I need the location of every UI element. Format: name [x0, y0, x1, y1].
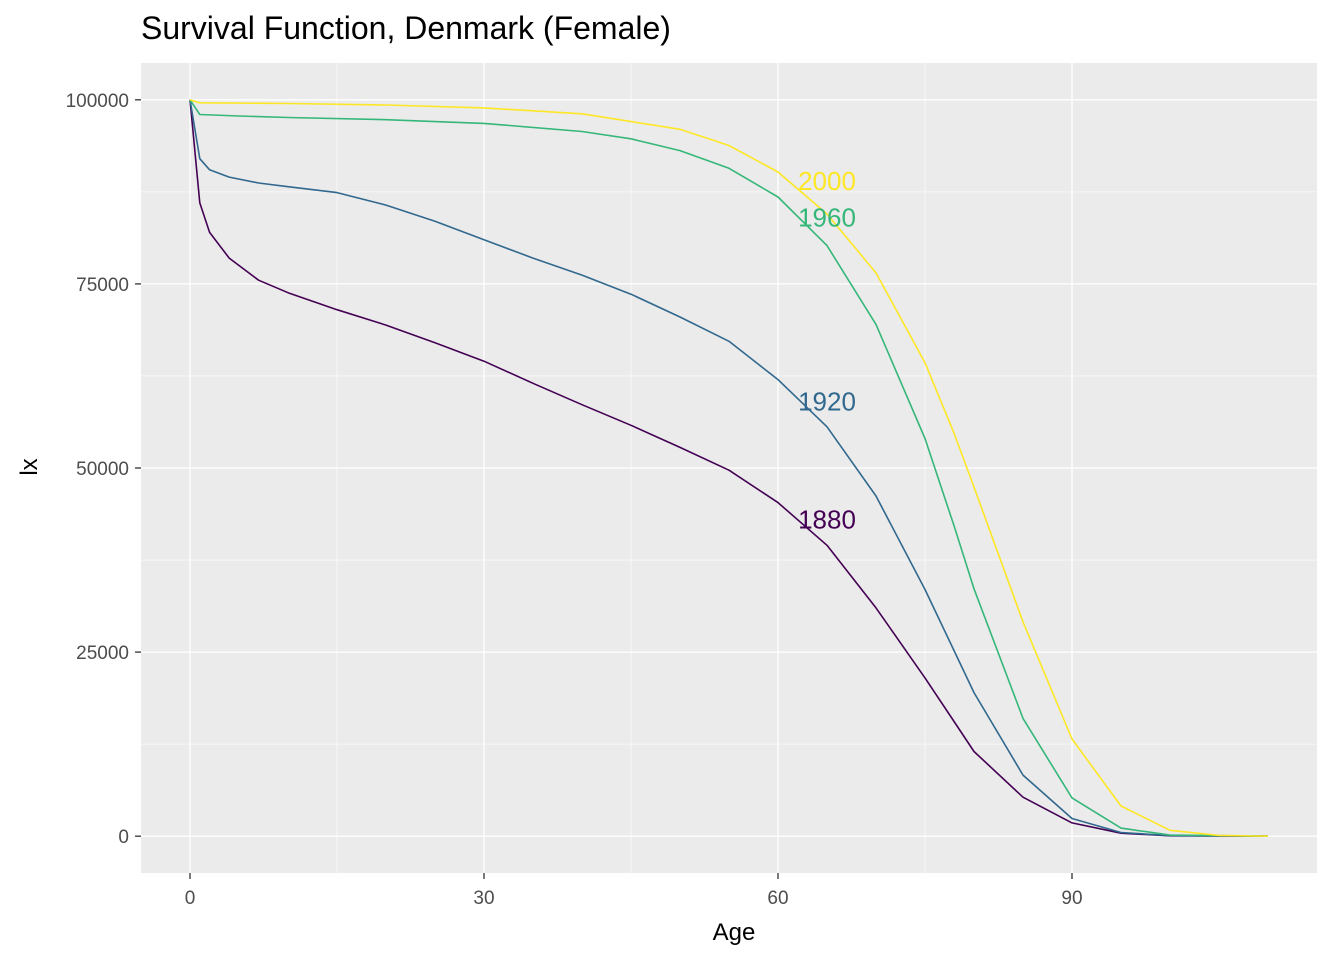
series-label-1920: 1920	[798, 387, 856, 417]
y-axis-ticks: 0 25000 50000 75000 100000	[66, 91, 141, 848]
x-axis-ticks: 0 30 60 90	[185, 873, 1083, 909]
series-line-1960	[189, 99, 1269, 837]
series-line-1920	[189, 99, 1269, 837]
x-tick-label: 30	[473, 888, 494, 909]
y-tick-label: 0	[118, 827, 129, 848]
series-label-1880: 1880	[798, 505, 856, 535]
y-axis-title: lx	[16, 458, 43, 475]
y-tick-label: 25000	[76, 643, 129, 664]
series-line-2000	[189, 99, 1269, 837]
x-tick-label: 0	[185, 888, 196, 909]
series-lines	[189, 99, 1269, 838]
x-axis-title: Age	[713, 919, 756, 946]
major-gridlines	[141, 63, 1317, 873]
series-labels: 1880 1920 1960 2000	[798, 166, 856, 535]
y-tick-label: 50000	[76, 459, 129, 480]
series-line-1880	[189, 99, 1269, 838]
series-label-2000: 2000	[798, 166, 856, 196]
series-label-1960: 1960	[798, 203, 856, 233]
x-tick-label: 90	[1061, 888, 1082, 909]
y-tick-label: 100000	[66, 91, 129, 112]
chart-title: Survival Function, Denmark (Female)	[141, 10, 671, 46]
x-tick-label: 60	[767, 888, 788, 909]
y-tick-label: 75000	[76, 275, 129, 296]
